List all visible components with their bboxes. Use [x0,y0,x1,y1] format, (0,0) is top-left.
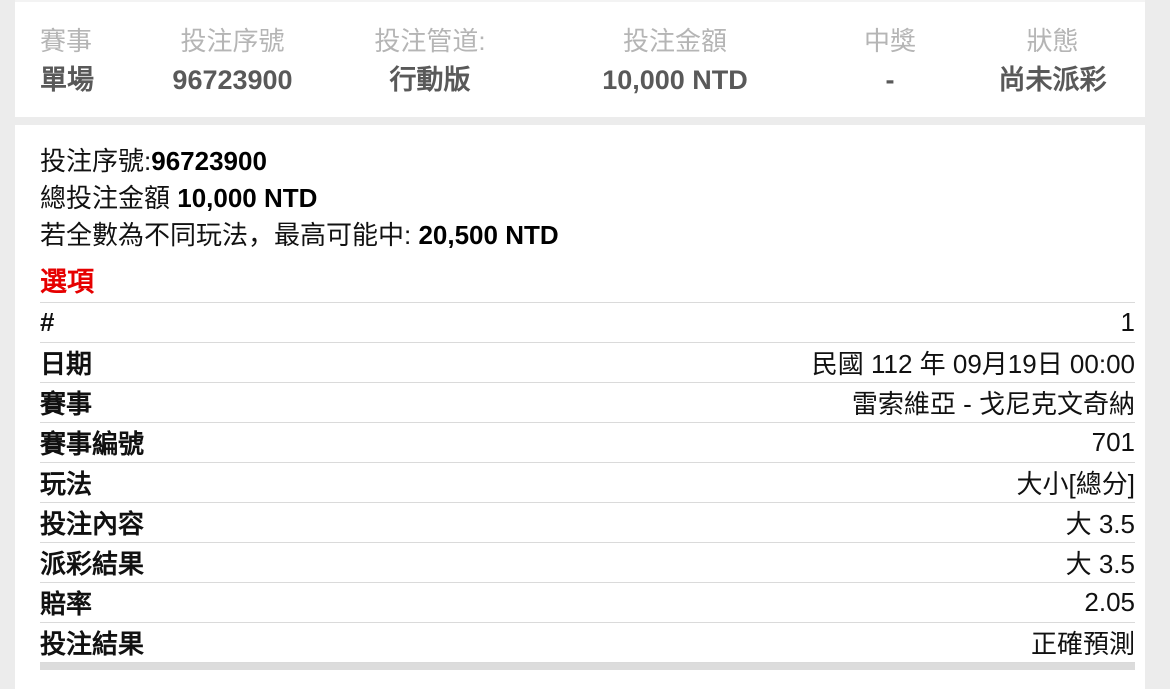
row-label-event-number: 賽事編號 [40,429,145,459]
row-label-play-type: 玩法 [40,469,93,499]
summary-col-channel: 投注管道: 行動版 [330,26,530,95]
summary-value-event: 單場 [40,65,94,95]
max-win-label: 若全數為不同玩法，最高可能中: [40,220,419,250]
row-value-number: 1 [1120,307,1135,337]
summary-label-event: 賽事 [40,26,93,56]
row-label-payout-result: 派彩結果 [40,549,145,579]
row-value-bet-result: 正確預測 [1030,629,1135,659]
section-divider [0,117,1170,125]
serial-label: 投注序號: [40,146,152,176]
summary-value-winning: - [885,65,895,95]
options-heading: 選項 [40,267,94,297]
serial-line: 投注序號:96723900 [40,143,1120,180]
option-row-bet-content: 投注內容 大 3.5 [40,503,1135,543]
summary-label-status: 狀態 [1026,26,1079,56]
summary-col-event: 賽事 單場 [15,26,135,95]
serial-value: 96723900 [151,146,267,176]
summary-value-serial: 96723900 [172,65,293,95]
table-bottom-border [40,663,1135,670]
summary-label-serial: 投注序號 [180,26,285,56]
option-row-play-type: 玩法 大小[總分] [40,463,1135,503]
summary-col-winning: 中獎 - [820,26,960,95]
max-win-line: 若全數為不同玩法，最高可能中: 20,500 NTD [40,217,1120,254]
summary-label-channel: 投注管道: [374,26,486,56]
option-row-payout-result: 派彩結果 大 3.5 [40,543,1135,583]
row-value-event-number: 701 [1091,427,1135,457]
row-value-event: 雷索維亞 - 戈尼克文奇納 [851,389,1135,419]
row-label-date: 日期 [40,349,93,379]
summary-value-channel: 行動版 [389,65,471,95]
option-row-bet-result: 投注結果 正確預測 [40,623,1135,663]
summary-value-amount: 10,000 NTD [602,65,748,95]
option-row-date: 日期 民國 112 年 09月19日 00:00 [40,343,1135,383]
max-win-value: 20,500 NTD [418,220,559,250]
summary-col-status: 狀態 尚未派彩 [960,26,1145,95]
total-amount-label: 總投注金額 [40,183,178,213]
option-row-number: # 1 [40,303,1135,343]
bet-summary-row[interactable]: 賽事 單場 投注序號 96723900 投注管道: 行動版 投注金額 10,00… [15,0,1145,117]
option-row-event-number: 賽事編號 701 [40,423,1135,463]
row-label-number: # [40,307,55,337]
row-label-bet-result: 投注結果 [40,629,145,659]
summary-col-serial: 投注序號 96723900 [135,26,330,95]
row-value-bet-content: 大 3.5 [1065,509,1135,539]
summary-label-winning: 中獎 [863,26,916,56]
summary-col-amount: 投注金額 10,000 NTD [530,26,820,95]
row-value-play-type: 大小[總分] [1016,469,1135,499]
row-value-payout-result: 大 3.5 [1065,549,1135,579]
options-table: # 1 日期 民國 112 年 09月19日 00:00 賽事 雷索維亞 - 戈… [40,302,1135,670]
status-badge: 尚未派彩 [998,65,1107,95]
bet-detail-panel: 投注序號:96723900 總投注金額 10,000 NTD 若全數為不同玩法，… [15,125,1145,689]
row-label-bet-content: 投注內容 [40,509,145,539]
total-amount-value: 10,000 NTD [177,183,318,213]
summary-label-amount: 投注金額 [622,26,727,56]
total-amount-line: 總投注金額 10,000 NTD [40,180,1120,217]
row-label-event: 賽事 [40,389,93,419]
row-value-date: 民國 112 年 09月19日 00:00 [811,349,1135,379]
option-row-event: 賽事 雷索維亞 - 戈尼克文奇納 [40,383,1135,423]
option-row-odds: 賠率 2.05 [40,583,1135,623]
row-label-odds: 賠率 [40,589,93,619]
row-value-odds: 2.05 [1084,587,1135,617]
